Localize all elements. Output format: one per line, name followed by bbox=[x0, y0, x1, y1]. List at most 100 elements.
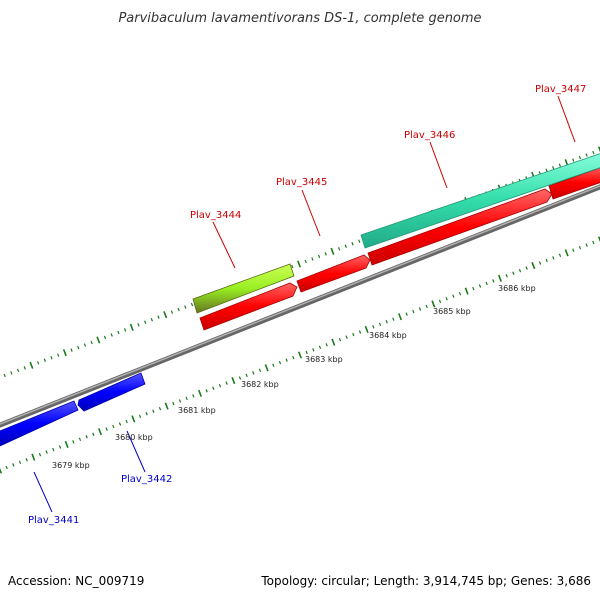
minor-tick bbox=[23, 366, 26, 370]
minor-tick bbox=[585, 243, 588, 247]
ruler-label: 3686 kbp bbox=[498, 284, 536, 293]
major-tick bbox=[131, 415, 136, 423]
genome-backbone bbox=[0, 184, 600, 428]
minor-tick bbox=[150, 318, 153, 322]
minor-tick bbox=[378, 322, 382, 327]
minor-tick bbox=[272, 363, 275, 367]
gene-plav-3441[interactable] bbox=[0, 400, 79, 447]
minor-tick bbox=[72, 440, 75, 444]
minor-tick bbox=[458, 291, 462, 296]
minor-tick bbox=[92, 432, 95, 436]
minor-tick bbox=[311, 257, 314, 261]
minor-tick bbox=[285, 358, 288, 362]
minor-tick bbox=[145, 412, 148, 416]
minor-tick bbox=[291, 264, 294, 269]
major-tick bbox=[0, 467, 2, 474]
minor-tick bbox=[16, 368, 20, 373]
major-tick bbox=[431, 300, 436, 308]
minor-tick bbox=[425, 304, 428, 309]
major-tick bbox=[129, 323, 134, 331]
minor-tick bbox=[258, 368, 262, 373]
minor-tick bbox=[137, 323, 140, 327]
major-tick bbox=[62, 349, 67, 357]
reverse-tick-row bbox=[0, 236, 600, 474]
minor-tick bbox=[472, 286, 475, 291]
gene-label[interactable]: Plav_3444 bbox=[190, 210, 241, 221]
gene-plav-3444-cds[interactable] bbox=[199, 282, 298, 331]
minor-tick bbox=[117, 330, 120, 335]
gene-label[interactable]: Plav_3441 bbox=[28, 515, 79, 526]
ruler-label: 3683 kbp bbox=[305, 355, 343, 364]
minor-tick bbox=[317, 254, 321, 259]
gene-plav-3446-cds[interactable] bbox=[367, 188, 553, 266]
minor-tick bbox=[52, 447, 55, 452]
minor-tick bbox=[170, 310, 174, 314]
gene-label[interactable]: Plav_3446 bbox=[404, 130, 455, 141]
major-tick bbox=[198, 389, 202, 397]
minor-tick bbox=[518, 268, 522, 273]
minor-tick bbox=[445, 297, 448, 301]
feature-plav-3444[interactable] bbox=[192, 263, 295, 314]
minor-tick bbox=[245, 373, 248, 378]
ruler-label: 3685 kbp bbox=[433, 307, 471, 316]
minor-tick bbox=[157, 315, 160, 319]
gene-plav-3445[interactable] bbox=[296, 254, 371, 293]
minor-tick bbox=[558, 253, 562, 258]
minor-tick bbox=[77, 345, 80, 350]
gene-label[interactable]: Plav_3445 bbox=[276, 177, 327, 188]
minor-tick bbox=[585, 153, 588, 157]
minor-tick bbox=[412, 309, 415, 314]
minor-tick bbox=[324, 252, 327, 256]
accession-text: Accession: NC_009719 bbox=[8, 574, 144, 588]
minor-tick bbox=[592, 150, 595, 155]
minor-tick bbox=[5, 465, 8, 470]
label-leaders bbox=[33, 95, 576, 513]
genome-summary-text: Topology: circular; Length: 3,914,745 bp… bbox=[260, 574, 591, 588]
minor-tick bbox=[545, 168, 548, 172]
ruler-labels: 3679 kbp 3680 kbp 3681 kbp 3682 kbp 3683… bbox=[52, 284, 536, 470]
major-tick bbox=[464, 287, 469, 295]
minor-tick bbox=[452, 294, 455, 298]
gene-label[interactable]: Plav_3442 bbox=[121, 474, 172, 485]
minor-tick bbox=[125, 419, 128, 424]
minor-tick bbox=[144, 320, 147, 324]
minor-tick bbox=[572, 158, 575, 162]
minor-tick bbox=[525, 266, 528, 270]
ruler-label: 3679 kbp bbox=[52, 461, 90, 470]
minor-tick bbox=[184, 305, 187, 309]
minor-tick bbox=[344, 244, 347, 248]
minor-tick bbox=[578, 245, 582, 250]
minor-tick bbox=[538, 261, 542, 265]
major-tick bbox=[564, 249, 569, 257]
minor-tick bbox=[178, 399, 182, 403]
minor-tick bbox=[172, 401, 175, 406]
major-tick bbox=[163, 311, 168, 319]
ruler-label: 3682 kbp bbox=[241, 380, 279, 389]
major-tick bbox=[96, 336, 101, 344]
minor-tick bbox=[304, 259, 307, 264]
minor-tick bbox=[438, 299, 442, 304]
minor-tick bbox=[185, 396, 188, 401]
major-tick bbox=[498, 274, 502, 282]
minor-tick bbox=[358, 330, 362, 334]
major-tick bbox=[29, 361, 34, 369]
gene-plav-3442[interactable] bbox=[77, 372, 146, 412]
minor-tick bbox=[345, 335, 348, 339]
major-tick bbox=[298, 351, 302, 359]
gene-label[interactable]: Plav_3447 bbox=[535, 84, 586, 95]
minor-tick bbox=[238, 376, 242, 380]
minor-tick bbox=[103, 335, 107, 340]
minor-tick bbox=[405, 312, 408, 316]
minor-tick bbox=[252, 371, 255, 375]
minor-tick bbox=[338, 247, 341, 251]
feature-plav-3446[interactable] bbox=[360, 152, 600, 249]
major-tick bbox=[531, 262, 536, 270]
minor-tick bbox=[552, 166, 555, 170]
minor-tick bbox=[225, 381, 228, 385]
minor-tick bbox=[552, 256, 555, 260]
minor-tick bbox=[85, 435, 88, 439]
minor-tick bbox=[505, 274, 508, 278]
minor-tick bbox=[392, 317, 395, 321]
